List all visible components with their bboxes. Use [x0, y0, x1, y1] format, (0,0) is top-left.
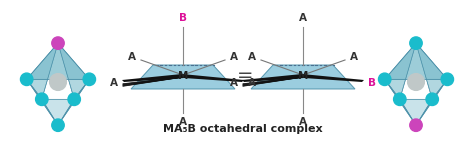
Polygon shape — [416, 79, 447, 125]
Text: A: A — [110, 78, 118, 88]
Circle shape — [426, 93, 438, 106]
Polygon shape — [58, 79, 89, 125]
Circle shape — [408, 74, 424, 90]
Circle shape — [378, 73, 391, 86]
Polygon shape — [27, 43, 89, 79]
Polygon shape — [416, 79, 447, 125]
Polygon shape — [385, 43, 447, 79]
Polygon shape — [42, 99, 74, 125]
Circle shape — [68, 93, 81, 106]
Polygon shape — [27, 79, 58, 125]
Circle shape — [52, 37, 64, 49]
Circle shape — [52, 119, 64, 131]
Polygon shape — [400, 99, 432, 125]
Text: A: A — [248, 78, 256, 88]
Polygon shape — [385, 79, 416, 125]
Polygon shape — [385, 43, 416, 99]
Text: B: B — [368, 78, 376, 88]
Circle shape — [20, 73, 33, 86]
Circle shape — [410, 119, 422, 131]
Text: A: A — [230, 52, 238, 62]
Circle shape — [50, 74, 66, 90]
Circle shape — [441, 73, 454, 86]
Polygon shape — [58, 43, 89, 99]
Polygon shape — [122, 74, 184, 82]
Text: A: A — [299, 117, 307, 127]
Polygon shape — [416, 43, 447, 99]
Circle shape — [410, 37, 422, 49]
Text: A: A — [350, 52, 358, 62]
Text: =: = — [237, 66, 253, 85]
Polygon shape — [251, 65, 355, 89]
Text: M: M — [178, 71, 188, 81]
Text: A: A — [248, 52, 256, 62]
Text: A: A — [230, 78, 238, 88]
Circle shape — [393, 93, 406, 106]
Text: M: M — [298, 71, 308, 81]
Polygon shape — [58, 79, 89, 125]
Text: A: A — [299, 13, 307, 23]
Text: A: A — [128, 52, 136, 62]
Text: A: A — [179, 117, 187, 127]
Polygon shape — [385, 79, 416, 125]
Polygon shape — [131, 65, 235, 89]
Polygon shape — [27, 79, 58, 125]
Text: B: B — [179, 13, 187, 23]
Circle shape — [36, 93, 48, 106]
Polygon shape — [182, 74, 244, 82]
Polygon shape — [27, 43, 58, 99]
Text: MA₅B octahedral complex: MA₅B octahedral complex — [163, 124, 323, 134]
Polygon shape — [302, 74, 364, 82]
Circle shape — [83, 73, 96, 86]
Polygon shape — [242, 74, 304, 82]
